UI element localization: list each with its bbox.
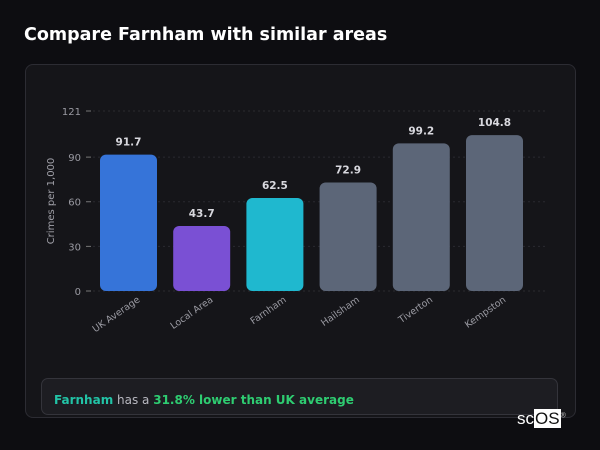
- data-label: 99.2: [408, 125, 434, 137]
- y-tick-label: 60: [68, 198, 81, 209]
- summary-box: Farnham has a 31.8% lower than UK averag…: [41, 378, 558, 415]
- bar: [392, 143, 450, 291]
- y-tick-label: 30: [68, 242, 81, 253]
- x-tick-label: Tiverton: [396, 294, 435, 326]
- data-label: 43.7: [189, 208, 215, 220]
- logo: scOS®: [517, 409, 566, 428]
- y-tick-label: 121: [62, 107, 81, 118]
- bar: [319, 182, 377, 291]
- bar: [246, 198, 304, 291]
- x-tick-label: UK Average: [91, 294, 143, 335]
- bar: [100, 154, 157, 291]
- x-tick-label: Hailsham: [319, 294, 362, 328]
- bar: [173, 225, 231, 291]
- bar: [466, 135, 523, 291]
- y-axis-label: Crimes per 1,000: [46, 158, 57, 245]
- x-tick-label: Farnham: [248, 294, 288, 327]
- x-tick-label: Local Area: [169, 294, 216, 331]
- data-label: 91.7: [116, 137, 142, 149]
- summary-highlight: 31.8% lower than UK average: [153, 393, 354, 407]
- data-label: 104.8: [478, 117, 511, 129]
- y-tick-label: 90: [68, 153, 81, 164]
- page-title: Compare Farnham with similar areas: [24, 25, 388, 45]
- summary-text: has a: [113, 393, 154, 407]
- y-tick-label: 0: [75, 287, 81, 298]
- data-label: 72.9: [335, 165, 361, 177]
- summary-area: Farnham: [54, 393, 114, 407]
- x-tick-label: Kempston: [463, 294, 508, 330]
- data-label: 62.5: [262, 180, 288, 192]
